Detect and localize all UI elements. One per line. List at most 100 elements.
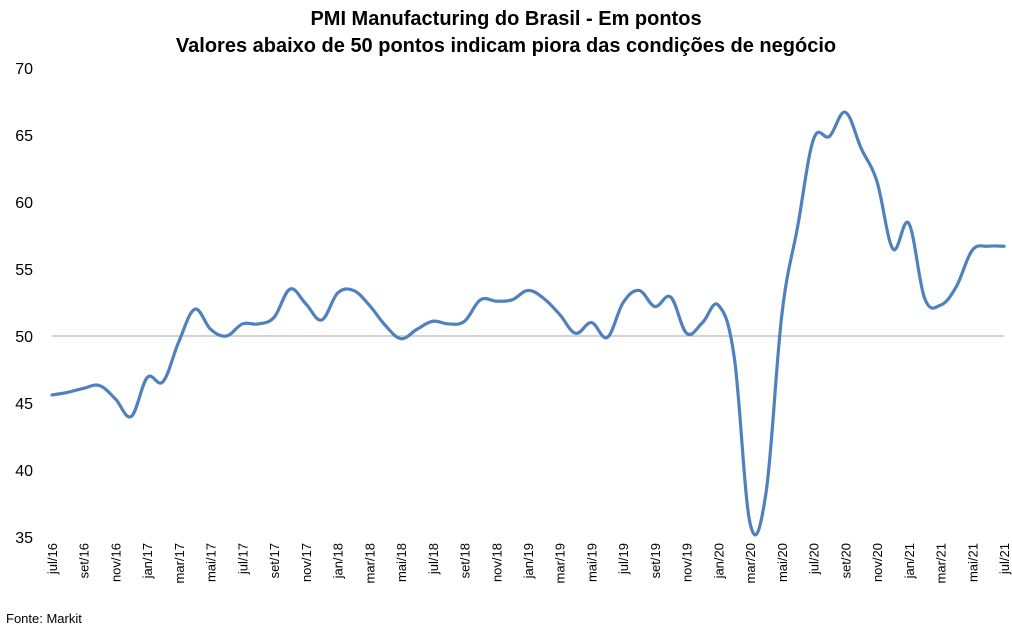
data-point: [764, 491, 768, 495]
data-point: [574, 331, 578, 335]
data-point: [637, 288, 641, 292]
data-point: [732, 355, 736, 359]
x-tick-label: jan/18: [331, 543, 346, 579]
y-tick-label: 40: [15, 463, 33, 480]
x-tick-label: set/20: [838, 543, 853, 578]
data-point: [129, 414, 133, 418]
data-point: [923, 296, 927, 300]
x-tick-label: nov/20: [870, 543, 885, 582]
x-tick-label: nov/16: [108, 543, 123, 582]
y-tick-label: 45: [15, 396, 33, 413]
data-point: [843, 110, 847, 114]
data-point: [272, 315, 276, 319]
data-point: [225, 334, 229, 338]
x-tick-label: mai/17: [204, 543, 219, 582]
x-tick-label: set/16: [77, 543, 92, 578]
data-point: [447, 322, 451, 326]
data-point: [812, 137, 816, 141]
data-point: [685, 331, 689, 335]
data-point: [431, 319, 435, 323]
data-point: [510, 298, 514, 302]
pmi-series-line: [50, 110, 1006, 537]
data-point: [82, 386, 86, 390]
x-tick-label: mai/20: [775, 543, 790, 582]
x-tick-label: set/18: [458, 543, 473, 578]
data-point: [320, 318, 324, 322]
x-tick-label: jul/19: [616, 543, 631, 575]
data-point: [589, 321, 593, 325]
data-point: [986, 244, 990, 248]
data-point: [161, 380, 165, 384]
x-tick-label: jul/16: [45, 543, 60, 575]
data-point: [939, 303, 943, 307]
data-point: [542, 296, 546, 300]
x-tick-label: jul/17: [235, 543, 250, 575]
data-point: [653, 305, 657, 309]
x-tick-label: mar/21: [934, 543, 949, 583]
data-point: [463, 319, 467, 323]
data-point: [304, 302, 308, 306]
x-tick-label: jan/21: [902, 543, 917, 579]
x-tick-label: jan/19: [521, 543, 536, 579]
x-tick-label: nov/18: [489, 543, 504, 582]
y-tick-label: 70: [15, 61, 33, 78]
data-point: [209, 327, 213, 331]
data-point: [907, 221, 911, 225]
data-point: [193, 307, 197, 311]
x-tick-label: jul/18: [426, 543, 441, 575]
data-point: [558, 313, 562, 317]
data-point: [748, 522, 752, 526]
x-tick-label: nov/19: [680, 543, 695, 582]
data-point: [240, 322, 244, 326]
x-tick-label: nov/17: [299, 543, 314, 582]
chart-subtitle: Valores abaixo de 50 pontos indicam pior…: [175, 35, 837, 57]
data-point: [970, 248, 974, 252]
data-point: [383, 323, 387, 327]
x-tick-label: mai/19: [584, 543, 599, 582]
y-tick-label: 50: [15, 329, 33, 346]
data-point: [716, 303, 720, 307]
data-point: [494, 299, 498, 303]
data-point: [954, 284, 958, 288]
data-point: [351, 288, 355, 292]
data-point: [399, 337, 403, 341]
data-point: [98, 384, 102, 388]
x-tick-label: jul/21: [997, 543, 1012, 575]
data-point: [415, 327, 419, 331]
y-tick-label: 65: [15, 128, 33, 145]
data-point: [875, 180, 879, 184]
data-point: [796, 224, 800, 228]
source-note: Fonte: Markit: [6, 611, 82, 626]
data-point: [891, 247, 895, 251]
x-tick-label: jan/20: [711, 543, 726, 579]
data-point: [177, 339, 181, 343]
data-point: [1002, 244, 1006, 248]
data-point: [50, 393, 54, 397]
data-point: [780, 313, 784, 317]
data-point: [827, 134, 831, 138]
data-point: [145, 376, 149, 380]
x-tick-label: set/19: [648, 543, 663, 578]
y-tick-label: 55: [15, 262, 33, 279]
data-point: [336, 291, 340, 295]
x-tick-label: mar/18: [362, 543, 377, 583]
x-tick-label: mar/17: [172, 543, 187, 583]
data-point: [113, 397, 117, 401]
x-tick-label: mai/18: [394, 543, 409, 582]
data-point: [859, 146, 863, 150]
x-tick-label: jan/17: [140, 543, 155, 579]
y-tick-label: 60: [15, 195, 33, 212]
data-point: [605, 335, 609, 339]
data-point: [66, 390, 70, 394]
data-point: [478, 298, 482, 302]
x-tick-label: mar/20: [743, 543, 758, 583]
x-tick-label: jul/20: [807, 543, 822, 575]
x-tick-label: set/17: [267, 543, 282, 578]
x-tick-label: mar/19: [553, 543, 568, 583]
data-point: [256, 322, 260, 326]
chart-title: PMI Manufacturing do Brasil - Em pontos: [310, 8, 702, 30]
data-point: [669, 295, 673, 299]
data-point: [367, 303, 371, 307]
data-point: [701, 321, 705, 325]
